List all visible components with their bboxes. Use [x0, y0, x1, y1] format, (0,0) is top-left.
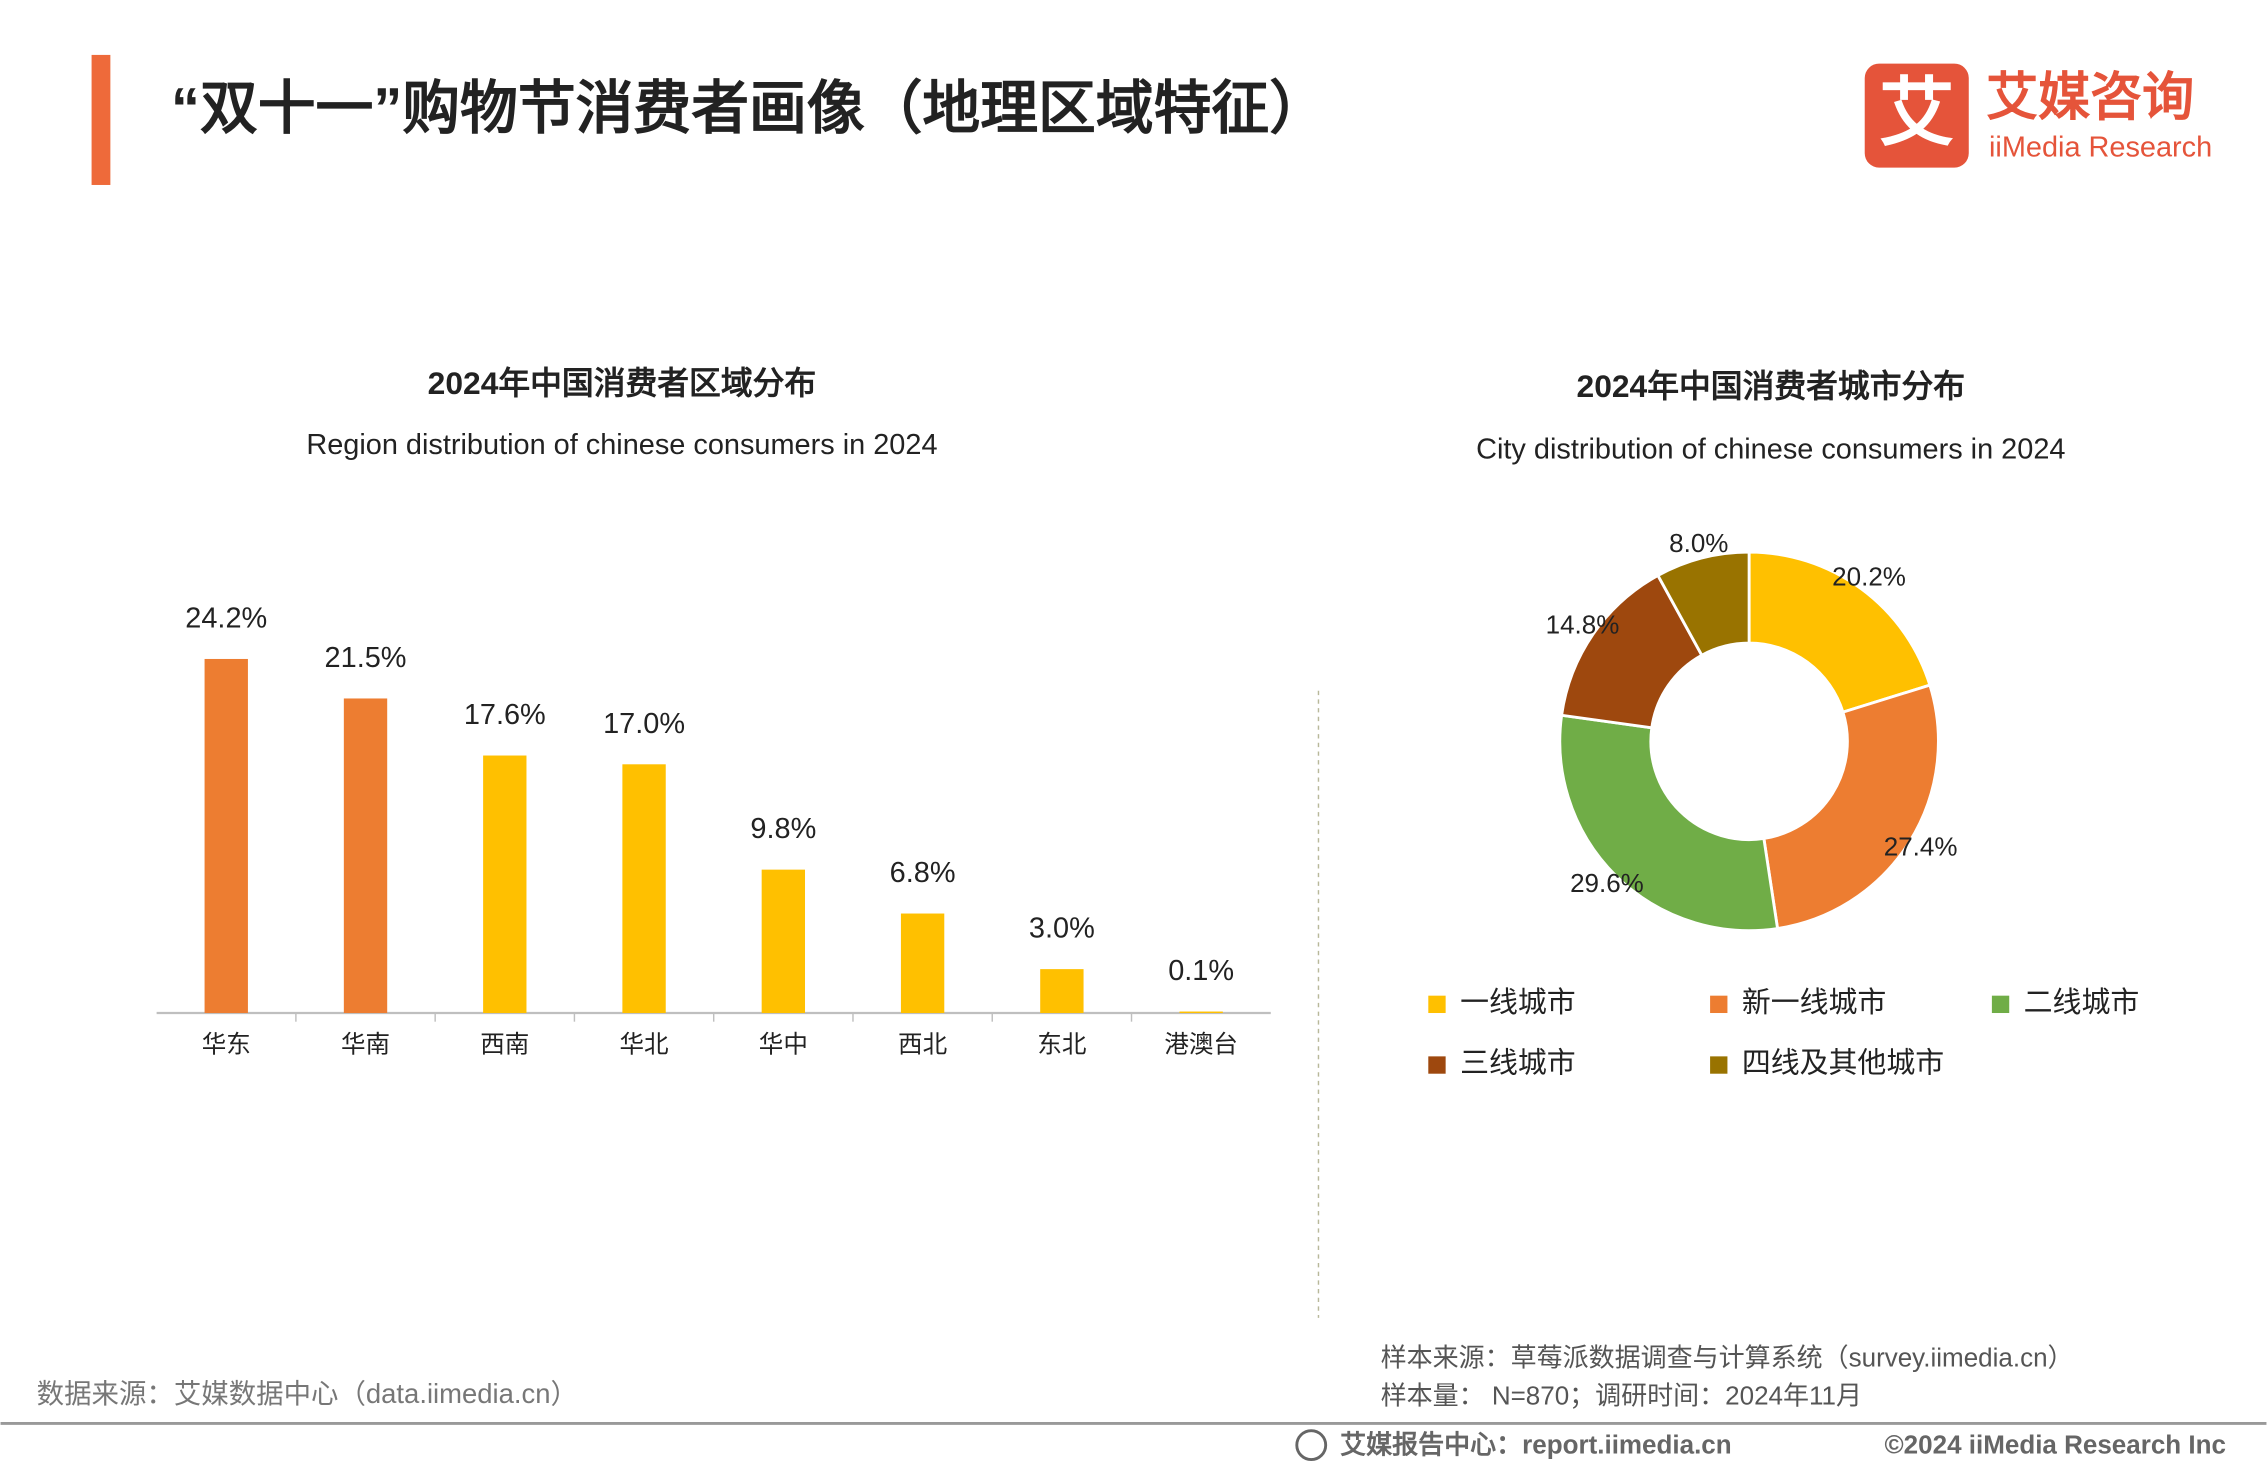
value-label: 29.6%: [1570, 868, 1644, 898]
legend-label: 二线城市: [2024, 987, 2140, 1019]
sample-size: 样本量： N=870；调研时间：2024年11月: [1381, 1380, 1862, 1410]
sample-source: 样本来源：草莓派数据调查与计算系统（survey.iimedia.cn）: [1381, 1343, 2074, 1373]
x-tick-label: 东北: [1037, 1031, 1086, 1059]
bar: [204, 658, 248, 1014]
x-tick-label: 华东: [202, 1031, 251, 1059]
donut-subtitle: City distribution of chinese consumers i…: [1476, 434, 2065, 466]
legend-swatch: [1710, 995, 1728, 1014]
value-label: 21.5%: [325, 642, 407, 674]
title-accent: [91, 54, 111, 185]
legend-swatch: [1710, 1056, 1728, 1074]
legend-swatch: [1991, 995, 2010, 1014]
legend-swatch: [1428, 1056, 1446, 1074]
legend-swatch: [1428, 995, 1446, 1014]
donut-segment: [1655, 550, 1751, 658]
globe-icon: [1295, 1429, 1328, 1461]
donut-title: 2024年中国消费者城市分布: [1577, 368, 1966, 404]
value-label: 17.6%: [464, 699, 546, 731]
value-label: 9.8%: [750, 813, 816, 845]
x-tick-label: 华南: [341, 1031, 390, 1059]
bar: [761, 869, 806, 1014]
report-center: 艾媒报告中心：report.iimedia.cn: [1340, 1429, 1732, 1459]
x-tick-label: 华中: [759, 1031, 808, 1059]
value-label: 24.2%: [185, 603, 267, 635]
bar: [483, 755, 527, 1014]
legend-label: 四线及其他城市: [1742, 1048, 1944, 1080]
logo-box: [1864, 63, 1969, 168]
bar: [900, 913, 945, 1014]
x-tick-label: 西北: [898, 1032, 947, 1059]
bar-subtitle: Region distribution of chinese consumers…: [306, 429, 937, 461]
value-label: 14.8%: [1546, 609, 1620, 639]
logo-en: iiMedia Research: [1989, 131, 2212, 163]
x-tick-label: 华北: [620, 1031, 669, 1059]
donut-segment: [1762, 683, 1940, 931]
value-label: 8.0%: [1669, 528, 1728, 558]
value-label: 0.1%: [1168, 955, 1234, 987]
logo-cn: 艾媒咨询: [1986, 69, 2194, 127]
bar: [622, 764, 666, 1014]
value-label: 27.4%: [1884, 832, 1958, 862]
copyright: ©2024 iiMedia Research Inc: [1885, 1429, 2226, 1459]
donut-segment: [1558, 713, 1780, 933]
value-label: 3.0%: [1029, 913, 1095, 945]
legend-label: 一线城市: [1460, 987, 1576, 1019]
data-source: 数据来源：艾媒数据中心（data.iimedia.cn）: [37, 1378, 578, 1409]
bar: [1179, 1011, 1223, 1014]
legend-label: 新一线城市: [1742, 987, 1886, 1019]
bar: [1040, 969, 1084, 1014]
donut-segment: [1747, 550, 1932, 714]
logo-mark: 艾: [1879, 70, 1954, 154]
page-title: “双十一”购物节消费者画像（地理区域特征）: [171, 76, 1327, 141]
bar-title: 2024年中国消费者区域分布: [428, 365, 817, 401]
value-label: 20.2%: [1832, 561, 1906, 591]
x-tick-label: 港澳台: [1164, 1031, 1238, 1059]
value-label: 17.0%: [603, 708, 685, 740]
bar: [343, 698, 388, 1014]
legend-label: 三线城市: [1460, 1048, 1576, 1080]
x-tick-label: 西南: [480, 1031, 529, 1059]
value-label: 6.8%: [890, 857, 956, 889]
